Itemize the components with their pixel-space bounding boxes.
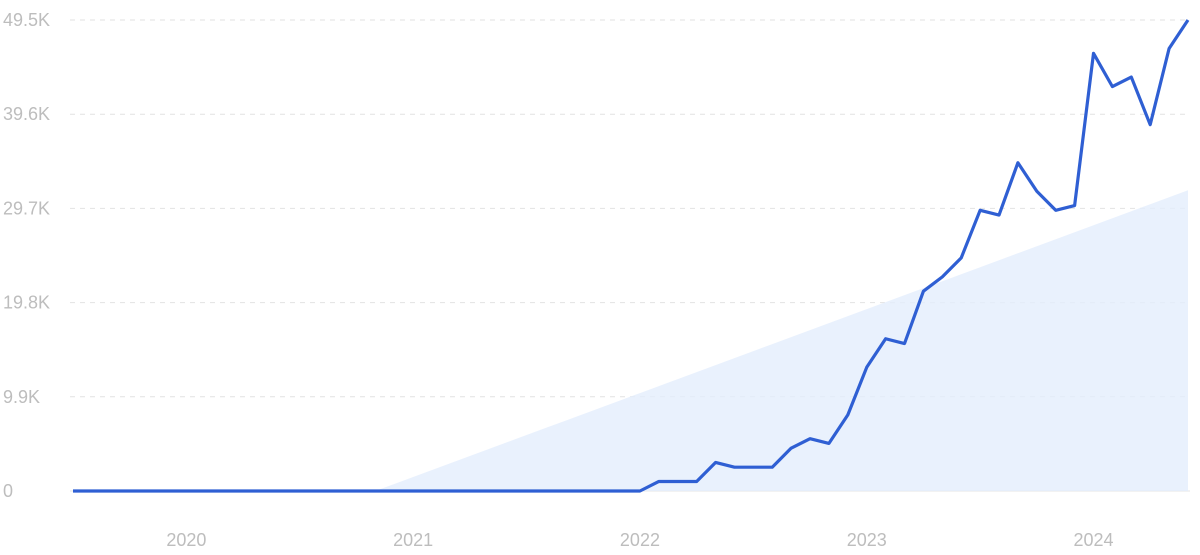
y-tick-label: 9.9K bbox=[3, 387, 40, 407]
y-tick-label: 39.6K bbox=[3, 104, 50, 124]
y-tick-label: 49.5K bbox=[3, 10, 50, 30]
y-tick-label: 0 bbox=[3, 481, 13, 501]
trend-area bbox=[375, 190, 1188, 492]
x-tick-label: 2024 bbox=[1073, 530, 1113, 550]
y-tick-label: 19.8K bbox=[3, 293, 50, 313]
x-tick-label: 2022 bbox=[620, 530, 660, 550]
x-tick-label: 2021 bbox=[393, 530, 433, 550]
x-tick-label: 2020 bbox=[166, 530, 206, 550]
x-tick-label: 2023 bbox=[847, 530, 887, 550]
series-line bbox=[73, 19, 1190, 493]
y-tick-label: 29.7K bbox=[3, 198, 50, 218]
